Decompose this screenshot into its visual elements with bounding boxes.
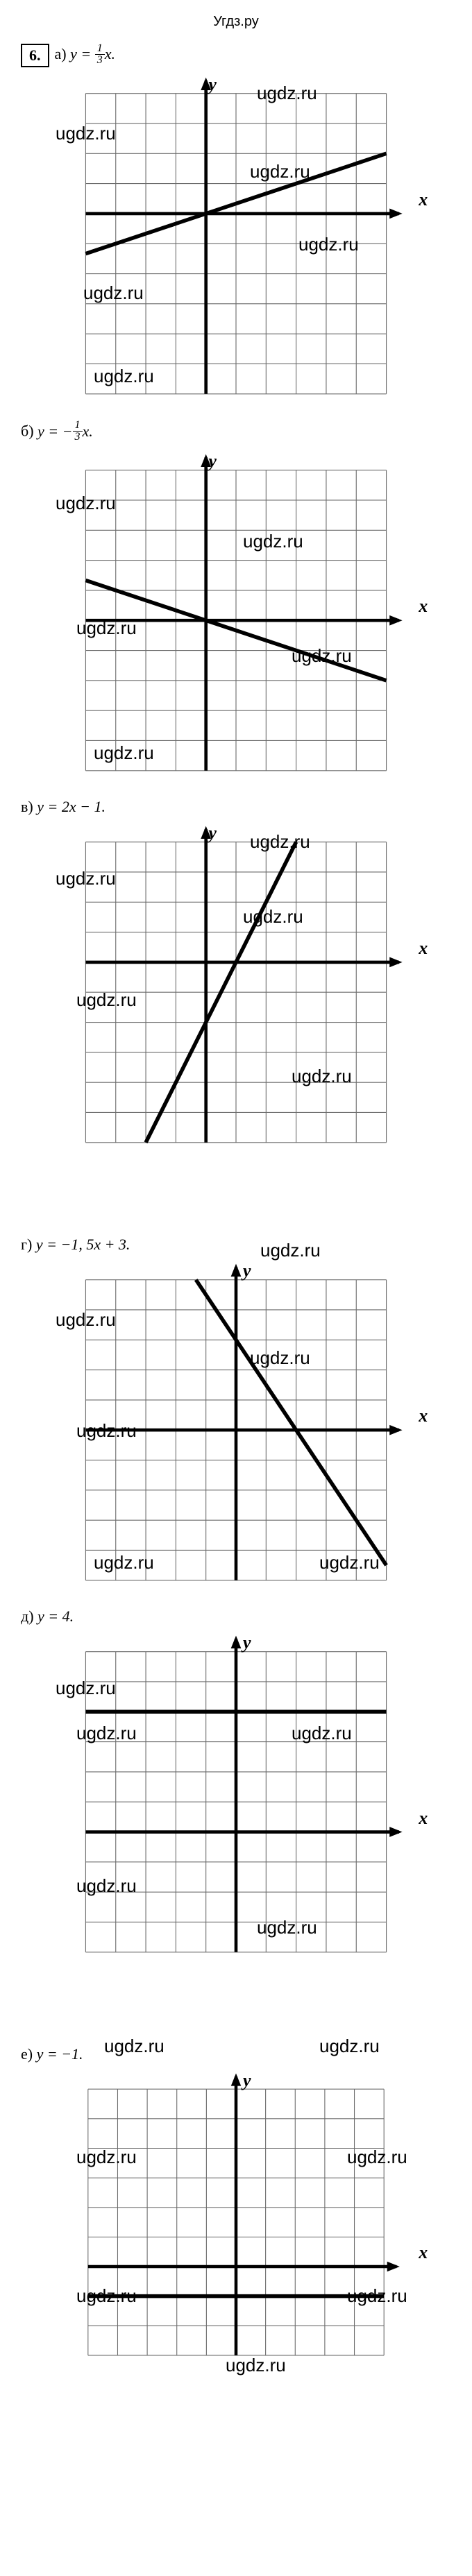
watermark: ugdz.ru [94, 1552, 154, 1573]
watermark: ugdz.ru [76, 1420, 137, 1442]
axis-x-label: x [419, 1808, 428, 1829]
watermark: ugdz.ru [292, 645, 352, 667]
part-label-g: г) y = −1, 5x + 3. [21, 1236, 451, 1254]
watermark: ugdz.ru [292, 1066, 352, 1087]
watermark: ugdz.ru [83, 282, 144, 304]
graph-d: y x ugdz.ru ugdz.ru ugdz.ru ugdz.ru ugdz.ru [42, 1632, 430, 1959]
axis-y-label: y [208, 74, 217, 95]
graph-a: y x ugdz.ru ugdz.ru ugdz.ru ugdz.ru ugdz.ru ugd… [42, 74, 430, 400]
watermark: ugdz.ru [94, 742, 154, 764]
watermark: ugdz.ru [250, 1347, 310, 1369]
plot-line [196, 1280, 386, 1565]
watermark: ugdz.ru [347, 2285, 407, 2307]
watermark: ugdz.ru [56, 1309, 116, 1331]
watermark: ugdz.ru [56, 123, 116, 144]
watermark: ugdz.ru [104, 2036, 165, 2057]
watermark: ugdz.ru [76, 2285, 137, 2307]
watermark: ugdz.ru [56, 868, 116, 889]
watermark: ugdz.ru [292, 1723, 352, 1744]
watermark: ugdz.ru [250, 831, 310, 853]
part-label-a: 6. а) y = 13x. [21, 44, 451, 67]
graph-grid [42, 2070, 430, 2362]
watermark: ugdz.ru [76, 2147, 137, 2168]
watermark: ugdz.ru [56, 1678, 116, 1699]
axis-x-label: x [419, 2242, 428, 2263]
graph-b: y x ugdz.ru ugdz.ru ugdz.ru ugdz.ru ugdz.ru [42, 451, 430, 777]
formula-e: е) y = −1. [21, 2045, 83, 2063]
axis-x-label: x [419, 1406, 428, 1426]
axis-y-label: y [243, 1261, 251, 1281]
axis-x-label: x [419, 189, 428, 210]
watermark: ugdz.ru [76, 1723, 137, 1744]
part-label-b: б) y = −13x. [21, 421, 451, 444]
formula-b: б) y = −13x. [21, 423, 93, 440]
watermark: ugdz.ru [257, 1917, 317, 1938]
watermark: ugdz.ru [94, 366, 154, 387]
watermark: ugdz.ru [243, 906, 303, 928]
formula-g: г) y = −1, 5x + 3. [21, 1236, 130, 1253]
formula-v: в) y = 2x − 1. [21, 798, 106, 815]
watermark: ugdz.ru [260, 1240, 321, 1261]
watermark: ugdz.ru [319, 1552, 380, 1573]
watermark: ugdz.ru [319, 2036, 380, 2057]
axis-y-label: y [243, 2070, 251, 2091]
graph-e: yxugdz.ruugdz.ruugdz.ruugdz.ruugdz.ruugd… [42, 2070, 430, 2362]
watermark: ugdz.ru [56, 493, 116, 514]
watermark: ugdz.ru [250, 161, 310, 182]
graph-g: yxugdz.ruugdz.ruugdz.ruugdz.ruugdz.ruugd… [42, 1261, 430, 1587]
formula-d: д) y = 4. [21, 1607, 74, 1625]
formula-a: а) y = 13x. [55, 45, 115, 62]
site-title: Угдз.ру [21, 14, 451, 30]
axis-y-label: y [208, 823, 217, 844]
watermark: ugdz.ru [347, 2147, 407, 2168]
problem-number-box: 6. [21, 44, 49, 67]
axis-x-label: x [419, 596, 428, 617]
watermark: ugdz.ru [243, 531, 303, 552]
axis-y-label: y [208, 451, 217, 472]
watermark: ugdz.ru [298, 234, 359, 255]
axis-y-label: y [243, 1632, 251, 1653]
watermark: ugdz.ru [226, 2355, 286, 2376]
axis-x-label: x [419, 938, 428, 959]
part-label-e: е) y = −1. [21, 2045, 451, 2063]
watermark: ugdz.ru [76, 617, 137, 639]
part-label-v: в) y = 2x − 1. [21, 798, 451, 816]
watermark: ugdz.ru [76, 989, 137, 1011]
graph-v: y x ugdz.ru ugdz.ru ugdz.ru ugdz.ru ugdz.ru [42, 823, 430, 1149]
part-label-d: д) y = 4. [21, 1607, 451, 1626]
watermark: ugdz.ru [76, 1875, 137, 1897]
watermark: ugdz.ru [257, 83, 317, 104]
